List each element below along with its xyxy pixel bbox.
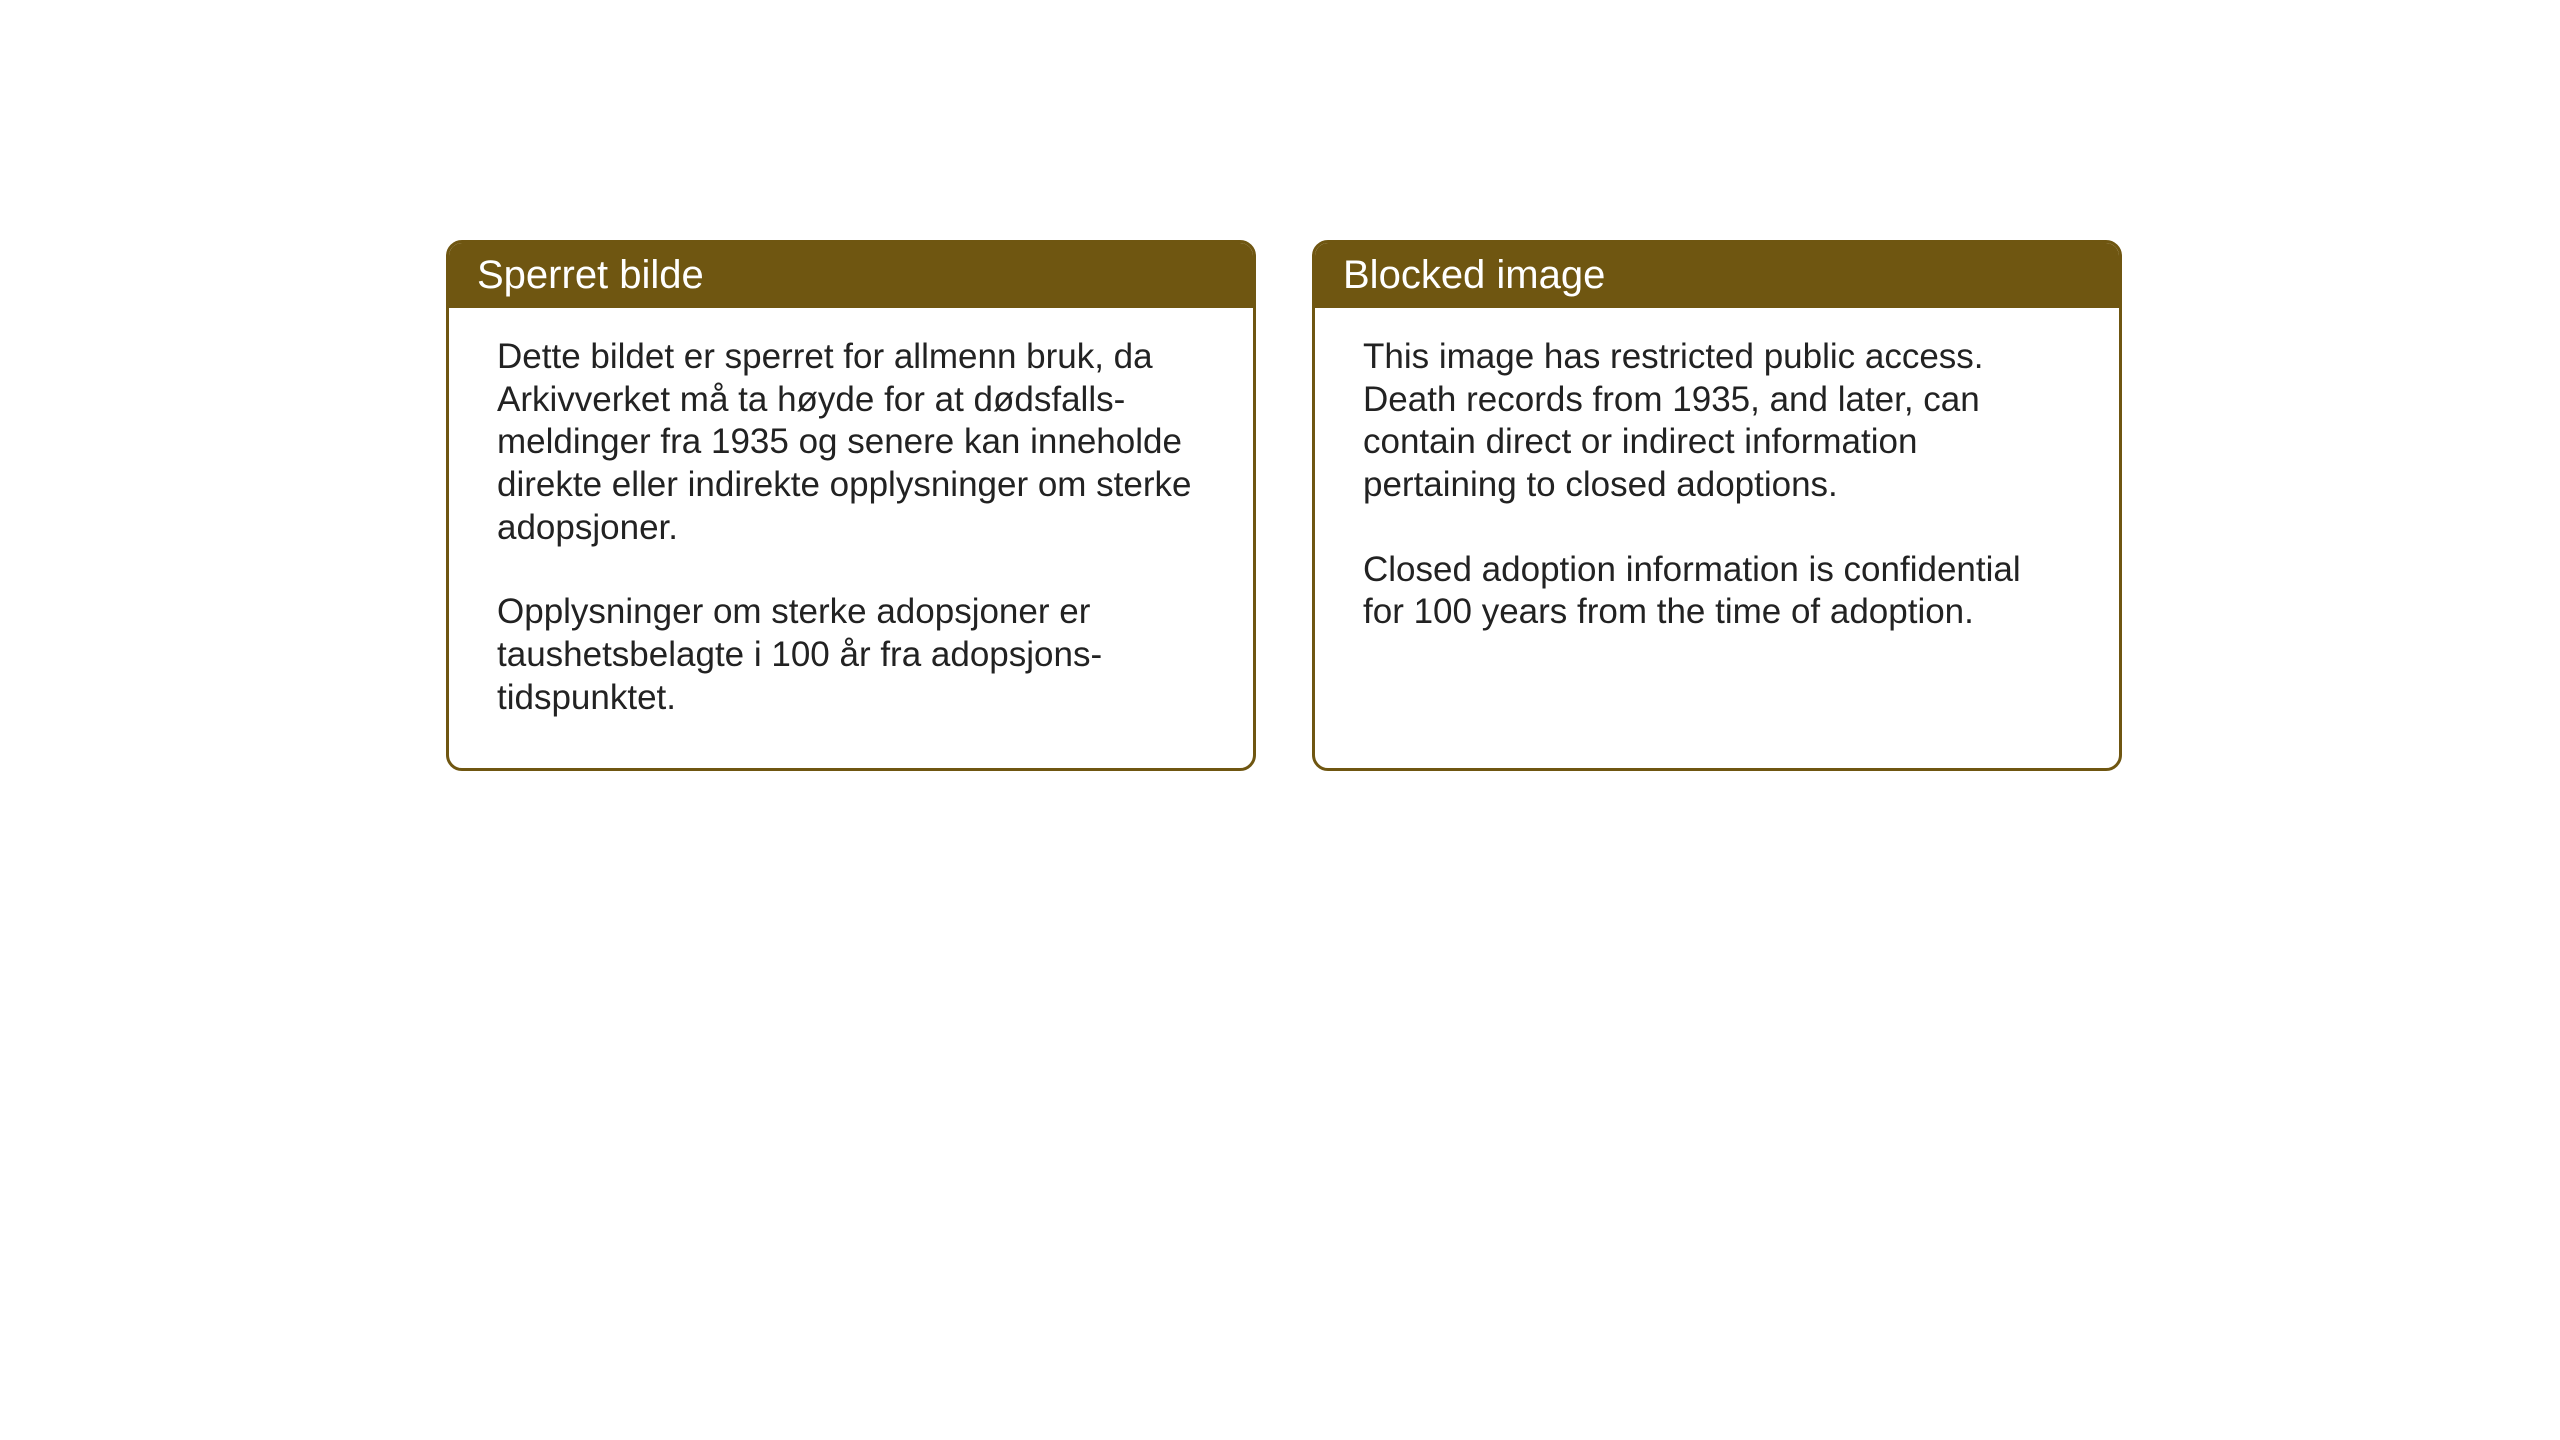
notice-title-english: Blocked image (1343, 253, 1605, 297)
notice-header-norwegian: Sperret bilde (449, 243, 1253, 308)
notice-paragraph-1-english: This image has restricted public access.… (1363, 336, 2071, 507)
notice-header-english: Blocked image (1315, 243, 2119, 308)
notice-card-norwegian: Sperret bilde Dette bildet er sperret fo… (446, 240, 1256, 771)
notice-body-english: This image has restricted public access.… (1315, 308, 2119, 756)
notice-paragraph-2-english: Closed adoption information is confident… (1363, 549, 2071, 634)
notice-body-norwegian: Dette bildet er sperret for allmenn bruk… (449, 308, 1253, 768)
notice-card-english: Blocked image This image has restricted … (1312, 240, 2122, 771)
notice-title-norwegian: Sperret bilde (477, 253, 704, 297)
notice-container: Sperret bilde Dette bildet er sperret fo… (446, 240, 2122, 771)
notice-paragraph-2-norwegian: Opplysninger om sterke adopsjoner er tau… (497, 591, 1205, 719)
notice-paragraph-1-norwegian: Dette bildet er sperret for allmenn bruk… (497, 336, 1205, 549)
